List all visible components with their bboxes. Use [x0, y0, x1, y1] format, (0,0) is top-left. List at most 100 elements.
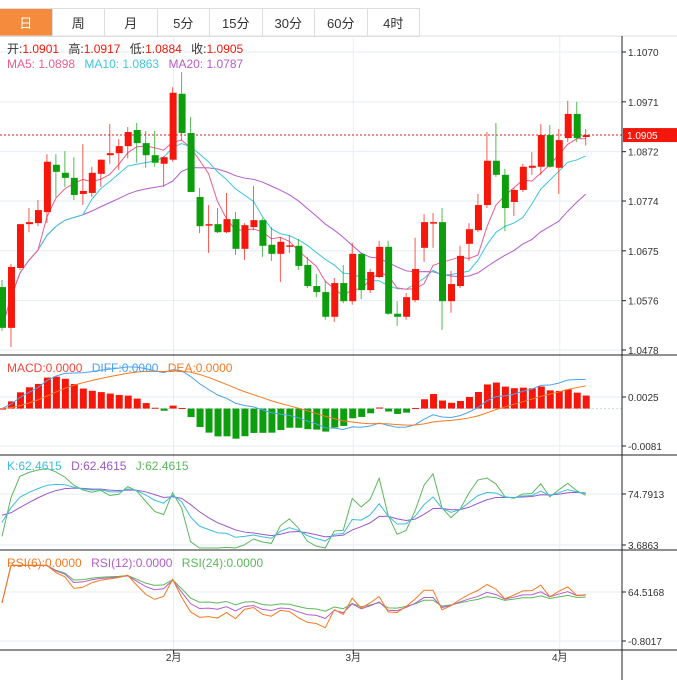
macd-bar	[241, 408, 249, 437]
candle-down	[70, 177, 78, 195]
macd-tick-label: -0.0081	[628, 442, 662, 453]
j-line	[1, 468, 586, 549]
candle-down	[394, 313, 402, 317]
macd-bar	[16, 392, 24, 409]
axes: 2月 3月 4月 1.1070 1.0971 1.0872 1.0774 1.0675 1.05…	[166, 36, 677, 680]
candle-down	[61, 172, 69, 178]
macd-bar	[70, 384, 78, 409]
macd-bar	[439, 400, 447, 409]
macd-bar	[214, 408, 222, 437]
macd-bar	[555, 390, 563, 409]
candle-up	[286, 245, 294, 247]
macd-bar	[412, 407, 420, 409]
tab-6[interactable]: 60分	[315, 9, 368, 36]
macd-bar	[151, 407, 159, 409]
macd-bar	[304, 408, 312, 430]
candle-up	[483, 160, 491, 206]
candle-up	[43, 161, 51, 213]
x-tick-label: 2月	[166, 652, 182, 664]
legends: 开:1.0901 高:1.0917 低:1.0884 收:1.0905 MA5:…	[7, 41, 264, 570]
tab-0[interactable]: 日	[0, 9, 53, 36]
candle-down	[133, 130, 141, 144]
macd-bar	[79, 388, 87, 409]
macd-bar	[537, 386, 545, 409]
macd-bar	[322, 408, 330, 432]
ma10-line	[1, 142, 586, 328]
macd-bar	[474, 391, 482, 409]
macd-bar	[385, 408, 393, 412]
macd-bar	[0, 408, 6, 410]
macd-bar	[349, 408, 357, 419]
ma5-line	[1, 138, 586, 328]
candle-down	[385, 246, 393, 314]
macd-tick-label: 0.0025	[628, 393, 659, 404]
tab-2[interactable]: 月	[105, 9, 158, 36]
candle-down	[52, 164, 60, 172]
dea-line	[1, 370, 586, 426]
ohlc-legend: 开:1.0901 高:1.0917 低:1.0884 收:1.0905	[7, 41, 244, 56]
candle-up	[97, 159, 105, 174]
price-tick-label: 1.1070	[628, 48, 659, 59]
candle-down	[187, 133, 195, 192]
macd-bar	[564, 389, 572, 409]
ma20-line	[1, 167, 587, 328]
macd-bar	[286, 408, 294, 428]
macd-bar	[421, 399, 429, 409]
tab-1[interactable]: 周	[53, 9, 105, 36]
price-tick-label: 1.0774	[628, 197, 659, 208]
candle-up	[403, 297, 411, 317]
candle-up	[223, 219, 231, 233]
macd-bar	[52, 376, 60, 409]
candle-down	[492, 160, 500, 175]
candle-down	[546, 135, 554, 167]
rsi-tick-label: 64.5168	[628, 588, 665, 599]
macd-bar	[259, 408, 267, 433]
kdj-panel	[1, 468, 586, 549]
rsi-panel	[1, 564, 586, 629]
tab-7[interactable]: 4时	[368, 9, 420, 36]
candle-down	[268, 244, 276, 254]
macd-bar	[546, 390, 554, 409]
candle-up	[510, 189, 518, 203]
macd-bar	[187, 408, 195, 418]
candle-up	[115, 146, 123, 154]
candle-up	[241, 225, 249, 249]
macd-bar	[205, 408, 213, 433]
d-line	[1, 487, 586, 538]
macd-bar	[25, 387, 33, 409]
candle-up	[537, 135, 545, 167]
macd-bar	[223, 408, 231, 437]
tab-4[interactable]: 15分	[210, 9, 263, 36]
macd-bar	[88, 390, 96, 409]
candle-up	[421, 222, 429, 248]
macd-bar	[43, 377, 51, 409]
price-tick-label: 1.0675	[628, 247, 659, 258]
macd-bar	[106, 393, 114, 409]
macd-bar	[358, 408, 366, 417]
candle-up	[555, 140, 563, 168]
candle-up	[456, 255, 464, 287]
rsi12-line	[1, 564, 586, 620]
price-tick-label: 1.0872	[628, 148, 659, 159]
macd-bar	[268, 408, 276, 433]
macd-bar	[97, 392, 105, 409]
candle-down	[178, 93, 186, 134]
candle-up	[34, 210, 42, 224]
candle-up	[412, 268, 420, 301]
tab-5[interactable]: 30分	[263, 9, 315, 36]
tab-3[interactable]: 5分	[158, 9, 210, 36]
diff-line	[1, 366, 586, 431]
grid	[0, 36, 622, 650]
macd-bar	[250, 408, 258, 433]
candle-up	[376, 246, 384, 278]
candle-down	[151, 155, 159, 163]
candle-up	[250, 220, 258, 228]
candle-down	[439, 222, 447, 302]
macd-bar	[7, 401, 15, 409]
ma10-value: MA10: 1.0863	[84, 57, 159, 71]
candle-up	[16, 224, 24, 268]
candle-down	[573, 113, 581, 139]
candle-down	[214, 224, 222, 233]
macd-bar	[519, 387, 527, 409]
